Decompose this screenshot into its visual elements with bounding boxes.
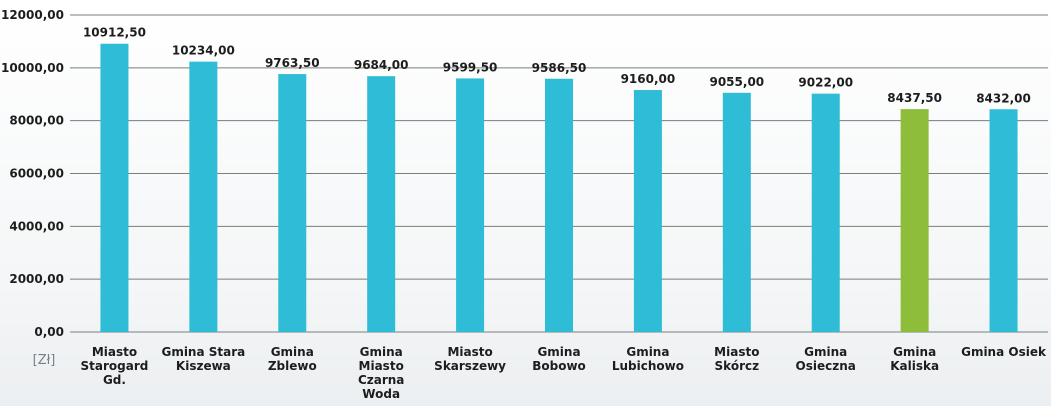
data-label: 9160,00: [621, 72, 676, 86]
x-tick-label-line: Zblewo: [268, 359, 317, 373]
data-label: 9684,00: [354, 58, 409, 72]
bar: [811, 93, 840, 333]
y-tick-label: 8000,00: [9, 114, 64, 128]
x-tick-label-line: Gmina: [271, 345, 314, 359]
x-tick-label-line: Lubichowo: [612, 359, 684, 373]
x-tick-label-line: Gd.: [103, 373, 126, 387]
x-tick-label-line: Gmina: [804, 345, 847, 359]
data-label: 9599,50: [443, 60, 498, 74]
x-tick-label-line: Gmina: [360, 345, 403, 359]
data-label: 9586,50: [532, 61, 587, 75]
x-tick-label: Gmina Osieczna: [796, 345, 856, 373]
x-tick-label: Gmina Stara Kiszewa: [161, 345, 245, 373]
y-tick-label: 0,00: [34, 325, 64, 339]
x-tick-label-line: Skórcz: [715, 359, 760, 373]
x-tick-label-line: Kiszewa: [176, 359, 231, 373]
bar: [989, 109, 1018, 332]
x-tick-label-line: Gmina: [893, 345, 936, 359]
y-tick-label: 2000,00: [9, 272, 64, 286]
x-tick-label: Gmina Miasto Czarna Woda: [358, 345, 404, 401]
bar: [545, 78, 573, 332]
data-label: 9055,00: [709, 75, 764, 89]
x-tick-label: Miasto Skórcz: [714, 345, 759, 373]
data-label: 10234,00: [172, 44, 235, 58]
x-tick-label: Gmina Kaliska: [890, 345, 939, 373]
x-tick-label-line: Woda: [362, 387, 400, 401]
x-tick-label-line: Kaliska: [890, 359, 939, 373]
x-tick-label: Gmina Lubichowo: [612, 345, 684, 373]
y-unit-label: [Zł]: [33, 353, 56, 368]
data-label: 8437,50: [887, 91, 942, 105]
y-tick-label: 10000,00: [1, 61, 64, 75]
y-tick-label: 4000,00: [9, 219, 64, 233]
x-tick-label-line: Miasto: [714, 345, 759, 359]
bar: [189, 61, 218, 333]
bar: [100, 43, 129, 333]
data-label: 10912,50: [83, 26, 146, 40]
x-tick-label: Gmina Zblewo: [268, 345, 317, 373]
x-tick-label-line: Skarszewy: [434, 359, 506, 373]
bar: [722, 92, 751, 332]
x-tick-label: Miasto Starogard Gd.: [81, 345, 149, 387]
x-tick-label-line: Czarna: [358, 373, 404, 387]
x-tick-label-line: Miasto: [447, 345, 492, 359]
y-tick-label: 12000,00: [1, 8, 64, 22]
y-tick-label: 6000,00: [9, 167, 64, 181]
bar: [900, 109, 929, 332]
bar: [367, 76, 396, 332]
data-label: 9022,00: [798, 76, 853, 90]
x-tick-label-line: Osieczna: [796, 359, 856, 373]
bars: [100, 43, 1018, 333]
x-tick-label: Miasto Skarszewy: [434, 345, 506, 373]
data-label: 9763,50: [265, 56, 320, 70]
x-tick-label: Gmina Osiek: [961, 345, 1047, 359]
x-tick-label-line: Miasto: [359, 359, 404, 373]
x-tick-label-line: Gmina: [626, 345, 669, 359]
y-axis: 0,00 2000,00 4000,00 6000,00 8000,00 10000,00…: [1, 8, 64, 339]
bar: [633, 90, 662, 332]
x-tick-label-line: Miasto: [92, 345, 137, 359]
x-tick-label-line: Gmina Stara: [161, 345, 245, 359]
bar: [456, 78, 485, 332]
x-tick-label-line: Starogard: [81, 359, 149, 373]
data-label: 8432,00: [976, 91, 1031, 105]
bar: [278, 74, 307, 332]
x-tick-label-line: Bobowo: [532, 359, 586, 373]
value-labels: 10912,50 10234,00 9763,50 9684,00 9599,50 958…: [83, 26, 1031, 106]
x-tick-label-line: Gmina: [537, 345, 580, 359]
x-axis-labels: Miasto Starogard Gd.Gmina Stara KiszewaGmin…: [81, 345, 1047, 401]
x-tick-label: Gmina Bobowo: [532, 345, 586, 373]
x-tick-label-line: Gmina Osiek: [961, 345, 1047, 359]
